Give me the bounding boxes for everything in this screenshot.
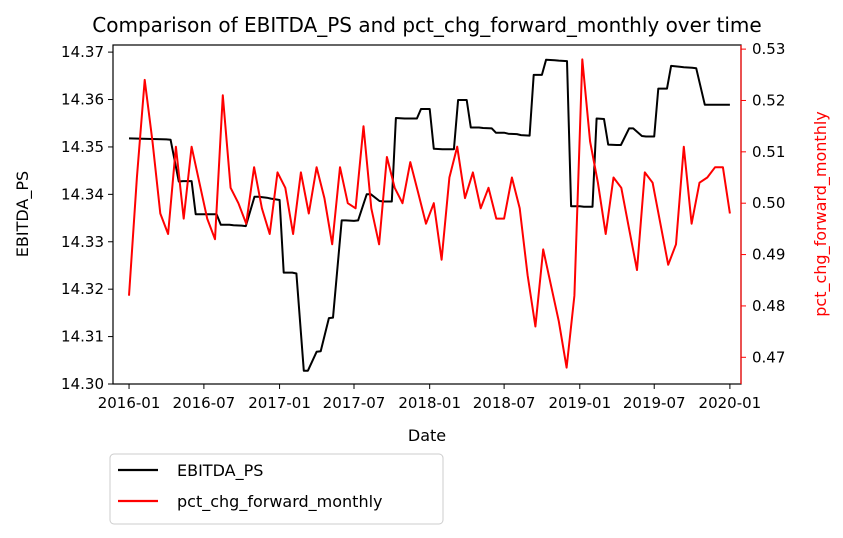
legend-frame bbox=[109, 453, 444, 525]
y-left-tick-label: 14.37 bbox=[61, 43, 104, 61]
x-tick-label: 2019-07 bbox=[623, 394, 686, 412]
y-left-axis-label: EBITDA_PS bbox=[13, 171, 33, 257]
x-tick-label: 2018-07 bbox=[473, 394, 536, 412]
x-tick-label: 2016-01 bbox=[98, 394, 161, 412]
x-tick-label: 2020-01 bbox=[699, 394, 762, 412]
y-right-tick-label: 0.50 bbox=[752, 194, 785, 212]
y-left-tick-label: 14.33 bbox=[61, 233, 104, 251]
y-right-tick-label: 0.51 bbox=[752, 143, 785, 161]
y-right-tick-label: 0.53 bbox=[752, 40, 785, 58]
x-axis-ticks: 2016-01 2016-07 2017-01 2017-07 2018-01 2018-… bbox=[98, 384, 762, 412]
y-left-tick-label: 14.30 bbox=[61, 375, 104, 393]
y-right-axis-ticks: 0.47 0.48 0.49 0.50 0.51 0.52 0.53 bbox=[741, 40, 785, 366]
chart-title: Comparison of EBITDA_PS and pct_chg_forw… bbox=[92, 13, 761, 37]
series-line-pct-chg-forward-monthly bbox=[128, 58, 731, 369]
legend-label-pct-chg: pct_chg_forward_monthly bbox=[177, 492, 383, 512]
x-tick-label: 2017-07 bbox=[323, 394, 386, 412]
x-tick-label: 2017-01 bbox=[248, 394, 311, 412]
y-left-axis-ticks: 14.30 14.31 14.32 14.33 14.34 14.35 14.36 14.37 bbox=[61, 43, 113, 393]
y-right-axis-label: pct_chg_forward_monthly bbox=[811, 111, 831, 317]
x-tick-label: 2018-01 bbox=[398, 394, 461, 412]
series-line-ebitda-ps bbox=[128, 58, 730, 372]
x-tick-label: 2016-07 bbox=[173, 394, 236, 412]
legend-label-ebitda: EBITDA_PS bbox=[177, 461, 263, 481]
y-left-tick-label: 14.36 bbox=[61, 91, 104, 109]
x-axis-label: Date bbox=[408, 426, 446, 445]
y-left-tick-label: 14.32 bbox=[61, 280, 104, 298]
x-tick-label: 2019-01 bbox=[548, 394, 611, 412]
y-right-tick-label: 0.49 bbox=[752, 246, 785, 264]
series-layer bbox=[128, 58, 731, 372]
y-left-tick-label: 14.31 bbox=[61, 328, 104, 346]
y-left-tick-label: 14.35 bbox=[61, 138, 104, 156]
y-left-tick-label: 14.34 bbox=[61, 185, 104, 203]
y-right-tick-label: 0.48 bbox=[752, 297, 785, 315]
legend: EBITDA_PS pct_chg_forward_monthly bbox=[109, 453, 444, 525]
y-right-tick-label: 0.52 bbox=[752, 91, 785, 109]
y-right-tick-label: 0.47 bbox=[752, 348, 785, 366]
